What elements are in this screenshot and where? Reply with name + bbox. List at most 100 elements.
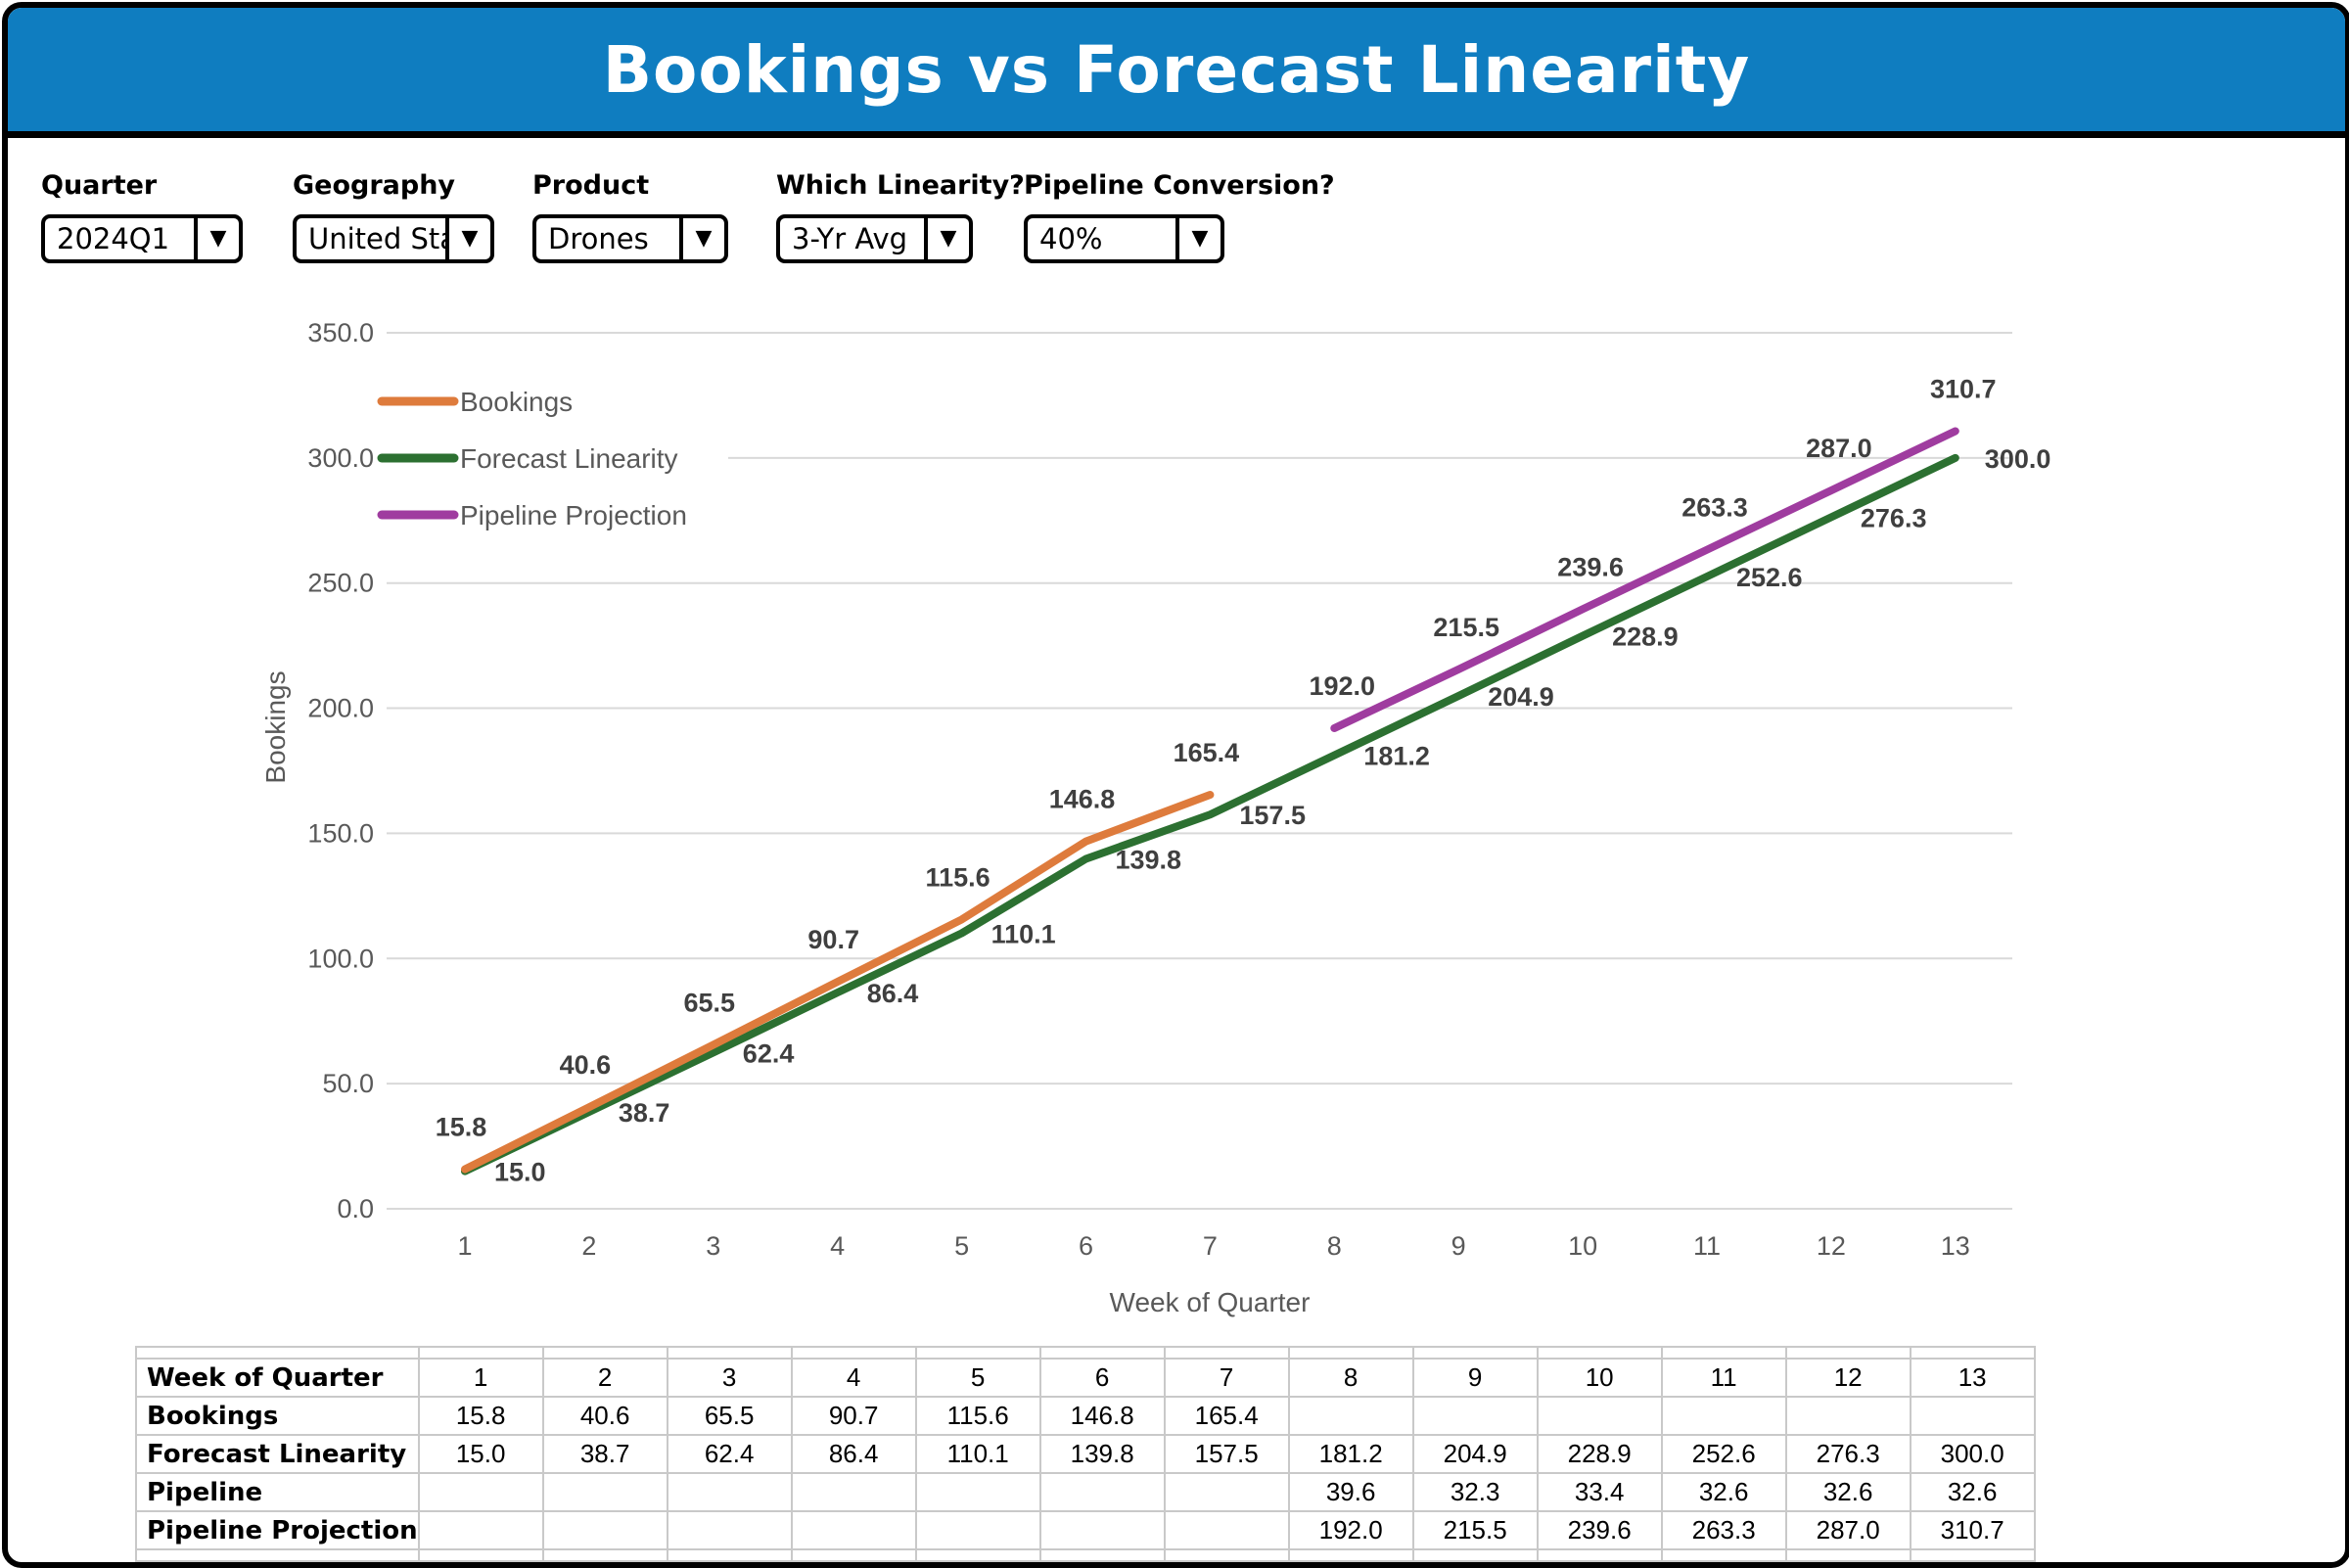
data-label: 65.5 (684, 989, 736, 1018)
dropdown-pipeline-conversion[interactable]: 40% ▼ (1024, 214, 1224, 263)
chevron-down-icon: ▼ (1191, 226, 1209, 251)
data-label: 276.3 (1861, 503, 1927, 532)
table-cell: 157.5 (1163, 1434, 1290, 1474)
table-cell: 8 (1287, 1358, 1414, 1398)
dropdown-quarter[interactable]: 2024Q1 ▼ (41, 214, 243, 263)
data-label: 110.1 (991, 919, 1056, 948)
table-cell: 38.7 (541, 1434, 668, 1474)
chevron-down-icon: ▼ (940, 226, 957, 251)
table-cell (914, 1346, 1041, 1360)
dropdown-arrow-button[interactable]: ▼ (924, 218, 969, 259)
data-label: 15.0 (494, 1158, 546, 1187)
table-cell: 110.1 (914, 1434, 1041, 1474)
table-cell (1536, 1396, 1663, 1436)
table-cell: 5 (914, 1358, 1041, 1398)
table-cell: 192.0 (1287, 1510, 1414, 1550)
table-row-label: Bookings (135, 1396, 420, 1436)
table-cell (1287, 1548, 1414, 1562)
table-cell: 181.2 (1287, 1434, 1414, 1474)
filter-group-1: Geography United States ▼ (293, 170, 494, 263)
table-cell: 62.4 (666, 1434, 793, 1474)
dropdown-arrow-button[interactable]: ▼ (194, 218, 239, 259)
table-row: Forecast Linearity 15.0 38.7 62.4 86.4 110.1 1… (135, 1434, 2036, 1474)
table-cell (666, 1472, 793, 1512)
data-label: 15.8 (436, 1113, 487, 1142)
app-header: Bookings vs Forecast Linearity (8, 8, 2345, 138)
table-cell: 263.3 (1660, 1510, 1787, 1550)
table-row: Pipeline 39.6 32.3 33.4 32.6 32.6 32.6 (135, 1472, 2036, 1512)
data-label: 40.6 (560, 1050, 612, 1080)
table-cell (417, 1510, 544, 1550)
dropdown-value: 2024Q1 (57, 222, 170, 255)
table-cell (914, 1472, 1041, 1512)
y-axis-tick: 250.0 (307, 569, 374, 598)
legend-label: Forecast Linearity (460, 443, 678, 474)
table-cell (1163, 1472, 1290, 1512)
dropdown-value: United States (308, 222, 445, 255)
table-cell: 310.7 (1909, 1510, 2036, 1550)
filter-label: Geography (293, 170, 456, 201)
table-cell: 239.6 (1536, 1510, 1663, 1550)
dropdown-which-linearity[interactable]: 3-Yr Avg ▼ (776, 214, 973, 263)
table-cell (1411, 1346, 1539, 1360)
data-label: 192.0 (1310, 671, 1376, 701)
table-cell (1909, 1396, 2036, 1436)
table-cell (417, 1548, 544, 1562)
x-axis-tick: 10 (1568, 1231, 1597, 1261)
table-cell (1660, 1346, 1787, 1360)
table-cell: 1 (417, 1358, 544, 1398)
filter-label: Pipeline Conversion? (1024, 170, 1335, 201)
x-axis-tick: 1 (457, 1231, 472, 1261)
data-label: 252.6 (1736, 563, 1803, 592)
dropdown-geography[interactable]: United States ▼ (293, 214, 494, 263)
table-cell (541, 1548, 668, 1562)
table-cell: 215.5 (1411, 1510, 1539, 1550)
data-label: 204.9 (1488, 682, 1554, 712)
table-row-label: Pipeline (135, 1472, 420, 1512)
data-label: 146.8 (1049, 785, 1116, 814)
dropdown-value: Drones (548, 222, 649, 255)
y-axis-tick: 50.0 (322, 1069, 374, 1098)
filter-group-2: Product Drones ▼ (532, 170, 728, 263)
table-cell (541, 1346, 668, 1360)
table-cell: 204.9 (1411, 1434, 1539, 1474)
chevron-down-icon: ▼ (461, 226, 479, 251)
table-cell: 40.6 (541, 1396, 668, 1436)
dropdown-product[interactable]: Drones ▼ (532, 214, 728, 263)
table-cell: 39.6 (1287, 1472, 1414, 1512)
x-axis-tick: 5 (954, 1231, 969, 1261)
table-cell (666, 1548, 793, 1562)
series-line-forecast-linearity (461, 453, 1959, 1176)
table-cell (790, 1472, 917, 1512)
filter-label: Which Linearity? (776, 170, 1025, 201)
data-label: 310.7 (1930, 374, 1997, 403)
data-label: 86.4 (867, 979, 919, 1008)
series-line-bookings (461, 791, 1215, 1174)
y-axis-tick: 300.0 (307, 443, 374, 473)
table-cell: 276.3 (1784, 1434, 1911, 1474)
dropdown-arrow-button[interactable]: ▼ (445, 218, 490, 259)
table-row-label: Forecast Linearity (135, 1434, 420, 1474)
data-label: 239.6 (1557, 552, 1624, 581)
table-row: Bookings 15.8 40.6 65.5 90.7 115.6 146.8 165.4 (135, 1396, 2036, 1436)
table-cell: 2 (541, 1358, 668, 1398)
dropdown-arrow-button[interactable]: ▼ (679, 218, 724, 259)
x-axis-tick: 4 (830, 1231, 845, 1261)
x-axis-tick: 12 (1817, 1231, 1846, 1261)
data-label: 263.3 (1681, 493, 1748, 523)
table-cell (790, 1548, 917, 1562)
data-label: 139.8 (1116, 846, 1182, 875)
table-cell (1784, 1346, 1911, 1360)
table-cell (1909, 1548, 2036, 1562)
data-label: 38.7 (619, 1098, 670, 1128)
x-axis-tick: 2 (581, 1231, 596, 1261)
table-cell (1660, 1548, 1787, 1562)
y-axis-tick: 150.0 (307, 818, 374, 848)
dropdown-arrow-button[interactable]: ▼ (1175, 218, 1221, 259)
x-axis-tick: 3 (706, 1231, 720, 1261)
table-cell (914, 1548, 1041, 1562)
table-cell: 3 (666, 1358, 793, 1398)
table-cell: 252.6 (1660, 1434, 1787, 1474)
table-cell: 6 (1038, 1358, 1166, 1398)
